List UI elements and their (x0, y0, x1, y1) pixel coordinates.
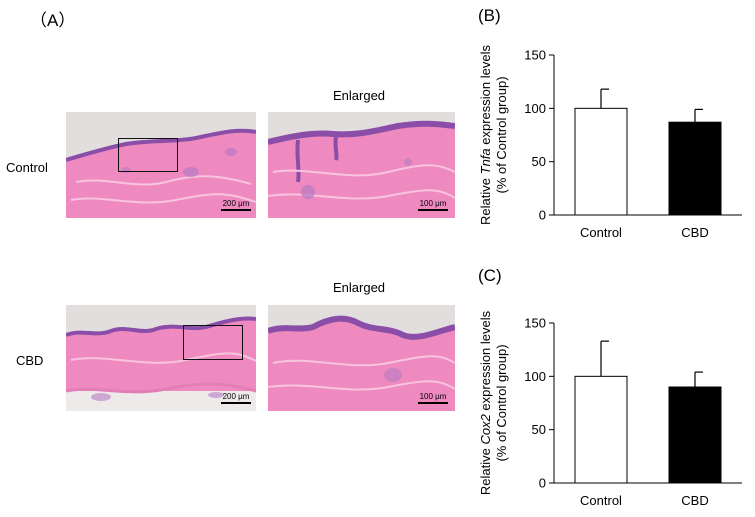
control-overview-micrograph: 200 μm (66, 112, 256, 218)
chart-b-svg: 0 50 100 150 Control CBD Relative Tnfa express… (478, 45, 742, 240)
y-tick-label: 150 (524, 316, 546, 331)
panel-label-c: (C) (478, 266, 502, 285)
zoom-region-box (183, 325, 243, 360)
row-label-cbd: CBD (16, 353, 44, 368)
cbd-enlarged-micrograph: 100 μm (268, 305, 455, 411)
y-axis-label-line2: (% of Control group) (494, 76, 509, 193)
y-tick-label: 150 (524, 48, 546, 63)
chart-b: 0 50 100 150 Control CBD Relative Tnfa express… (470, 40, 750, 250)
control-enlarged-micrograph: 100 μm (268, 112, 455, 218)
cbd-overview-micrograph: 200 μm (66, 305, 256, 411)
y-tick-label: 100 (524, 101, 546, 116)
y-tick-label: 50 (532, 154, 546, 169)
y-axis-label: Relative Tnfa expression levels (478, 45, 493, 225)
y-axis-label: Relative Cox2 expression levels (478, 310, 493, 495)
chart-c: 0 50 100 150 Control CBD Relative Cox2 express… (470, 308, 750, 512)
enlarged-label-cbd: Enlarged (333, 280, 386, 295)
x-tick-label: CBD (681, 225, 708, 240)
chart-c-svg: 0 50 100 150 Control CBD Relative Cox2 express… (478, 310, 742, 508)
y-axis-label-post: expression levels (478, 45, 493, 149)
bar-cbd (668, 386, 722, 484)
panel-label-a: （A） (30, 11, 76, 30)
scale-bar-100: 100 μm (418, 199, 448, 211)
y-axis-label-post: expression levels (478, 310, 493, 414)
zoom-region-box (118, 138, 178, 172)
y-tick-label: 100 (524, 369, 546, 384)
y-tick-label: 0 (539, 208, 546, 223)
enlarged-label-control: Enlarged (333, 88, 386, 103)
panel-label-b: (B) (478, 6, 501, 25)
y-axis-label-gene: Tnfa (478, 148, 493, 174)
x-tick-label: Control (580, 493, 622, 508)
y-tick-label: 50 (532, 422, 546, 437)
bar-cbd (668, 121, 722, 216)
scale-bar-200: 200 μm (221, 392, 251, 404)
y-axis-label-pre: Relative (478, 174, 493, 225)
row-label-control: Control (6, 160, 48, 175)
scale-bar-200: 200 μm (221, 199, 251, 211)
y-axis-label-line2: (% of Control group) (494, 344, 509, 461)
scale-bar-100: 100 μm (418, 392, 448, 404)
y-axis-label-gene: Cox2 (478, 413, 493, 444)
y-axis-label-pre: Relative (478, 445, 493, 496)
x-tick-label: Control (580, 225, 622, 240)
bar-control (574, 107, 628, 216)
x-tick-label: CBD (681, 493, 708, 508)
bar-control (574, 375, 628, 484)
y-tick-label: 0 (539, 476, 546, 491)
